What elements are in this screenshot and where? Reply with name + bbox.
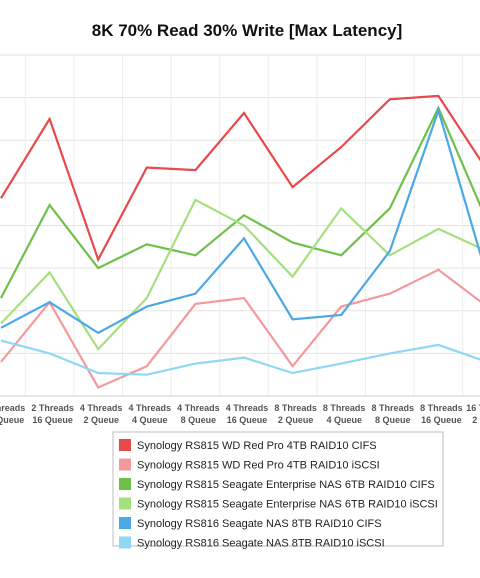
x-tick-label: 16 Queue: [0, 415, 24, 425]
legend-label: Synology RS815 Seagate Enterprise NAS 6T…: [137, 499, 438, 511]
series-lines: [0, 94, 480, 389]
legend-label: Synology RS815 Seagate Enterprise NAS 6T…: [137, 479, 435, 491]
x-tick-label: 8 Threads: [372, 403, 415, 413]
x-tick-label: 16 Queue: [32, 415, 73, 425]
legend-label: Synology RS815 WD Red Pro 4TB RAID10 CIF…: [137, 440, 377, 452]
series-line-2: [0, 268, 480, 389]
legend: Synology RS815 WD Red Pro 4TB RAID10 CIF…: [112, 431, 444, 550]
x-tick-label: 1 Threads: [0, 403, 25, 413]
x-tick-label: 8 Queue: [181, 415, 217, 425]
x-tick-label: 4 Threads: [226, 403, 269, 413]
x-tick-label: 2 Queue: [472, 415, 480, 425]
x-tick-label: 16 Queue: [227, 415, 268, 425]
x-tick-label: 8 Threads: [274, 403, 317, 413]
x-tick-label: 16 Threads: [466, 403, 480, 413]
series-line-5: [0, 106, 480, 335]
x-tick-label: 2 Queue: [83, 415, 119, 425]
x-tick-label: 4 Queue: [132, 415, 168, 425]
legend-swatch: [119, 458, 131, 471]
series-line-6: [0, 339, 480, 376]
legend-label: Synology RS816 Seagate NAS 8TB RAID10 iS…: [137, 538, 385, 550]
legend-label: Synology RS816 Seagate NAS 8TB RAID10 CI…: [137, 518, 382, 530]
x-tick-label: 4 Threads: [80, 403, 123, 413]
x-tick-labels: 1 Threads 16 Queue 2 Threads 16 Queue 4 Thre…: [0, 403, 480, 425]
series-line-4: [0, 198, 480, 351]
legend-swatch: [119, 517, 131, 529]
legend-box: [112, 431, 444, 547]
chart-title: 8K 70% Read 30% Write [Max Latency]: [92, 21, 403, 40]
legend-label: Synology RS815 WD Red Pro 4TB RAID10 iSC…: [137, 460, 380, 472]
legend-swatch: [119, 478, 131, 490]
series-line-1: [0, 94, 480, 263]
x-tick-label: 4 Threads: [177, 403, 220, 413]
x-tick-label: 2 Queue: [278, 415, 314, 425]
gridlines: [0, 54, 480, 397]
legend-swatch: [119, 497, 131, 510]
x-tick-label: 4 Threads: [129, 403, 172, 413]
legend-swatch: [119, 536, 131, 549]
x-tick-label: 8 Queue: [375, 415, 411, 425]
x-tick-label: 2 Threads: [31, 403, 74, 413]
x-tick-label: 8 Threads: [323, 403, 366, 413]
x-tick-label: 4 Queue: [326, 415, 362, 425]
x-tick-label: 16 Queue: [421, 415, 462, 425]
x-tick-label: 8 Threads: [420, 403, 463, 413]
legend-swatch: [119, 439, 131, 451]
series-line-3: [0, 105, 480, 299]
